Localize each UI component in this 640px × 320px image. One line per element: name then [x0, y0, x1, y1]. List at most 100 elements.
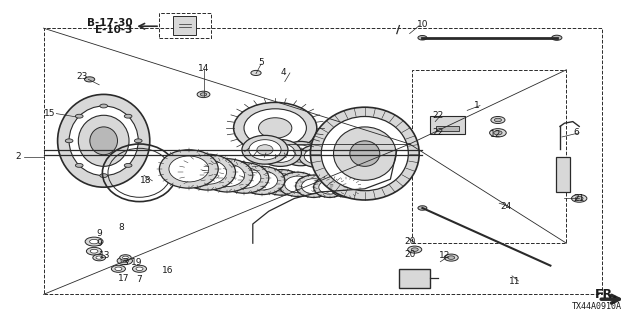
- Text: 22: 22: [433, 128, 444, 137]
- Ellipse shape: [242, 135, 288, 164]
- Ellipse shape: [240, 166, 285, 195]
- Text: TX44A0910A: TX44A0910A: [572, 302, 622, 311]
- Circle shape: [90, 239, 99, 244]
- Ellipse shape: [294, 149, 307, 158]
- Circle shape: [444, 254, 458, 261]
- Ellipse shape: [78, 115, 129, 166]
- Circle shape: [412, 248, 419, 252]
- Ellipse shape: [350, 141, 380, 166]
- Circle shape: [494, 131, 502, 135]
- Ellipse shape: [58, 94, 150, 187]
- Circle shape: [552, 35, 562, 40]
- Circle shape: [123, 256, 128, 259]
- Text: 21: 21: [573, 194, 585, 203]
- Ellipse shape: [268, 174, 296, 191]
- Ellipse shape: [261, 170, 302, 195]
- Ellipse shape: [202, 159, 253, 192]
- Bar: [430, 116, 465, 134]
- Circle shape: [100, 104, 108, 108]
- Circle shape: [85, 237, 103, 246]
- Ellipse shape: [310, 107, 419, 200]
- Ellipse shape: [326, 154, 337, 161]
- Text: 15: 15: [44, 109, 56, 118]
- Ellipse shape: [282, 141, 320, 166]
- Ellipse shape: [321, 116, 408, 191]
- Circle shape: [117, 257, 132, 265]
- Text: 10: 10: [417, 20, 428, 28]
- Circle shape: [76, 114, 83, 118]
- Circle shape: [418, 206, 427, 210]
- Text: 2: 2: [15, 152, 20, 161]
- Ellipse shape: [321, 150, 343, 164]
- Bar: [173, 16, 196, 35]
- Ellipse shape: [234, 102, 317, 154]
- Text: 16: 16: [162, 266, 173, 275]
- Circle shape: [495, 118, 502, 122]
- Circle shape: [120, 255, 131, 260]
- Ellipse shape: [90, 127, 118, 155]
- Circle shape: [132, 265, 147, 272]
- Text: 23: 23: [76, 72, 88, 81]
- Circle shape: [134, 139, 142, 143]
- Text: 14: 14: [198, 64, 209, 73]
- Text: 17: 17: [118, 274, 129, 283]
- Ellipse shape: [210, 164, 244, 187]
- Circle shape: [136, 267, 143, 271]
- Ellipse shape: [249, 140, 281, 160]
- Circle shape: [124, 114, 132, 118]
- Circle shape: [575, 196, 583, 200]
- Circle shape: [572, 195, 587, 202]
- Ellipse shape: [319, 180, 340, 194]
- Circle shape: [491, 116, 505, 124]
- Circle shape: [90, 249, 98, 253]
- Circle shape: [100, 174, 108, 178]
- Ellipse shape: [331, 178, 360, 197]
- Text: 11: 11: [509, 277, 521, 286]
- Circle shape: [408, 246, 422, 253]
- Ellipse shape: [304, 148, 330, 164]
- Text: 24: 24: [500, 202, 511, 211]
- Text: 19: 19: [131, 258, 142, 267]
- Ellipse shape: [301, 179, 326, 194]
- Circle shape: [124, 164, 132, 167]
- Circle shape: [200, 93, 207, 96]
- Ellipse shape: [273, 148, 288, 158]
- Circle shape: [86, 247, 102, 255]
- Ellipse shape: [159, 150, 218, 188]
- Text: B-17-30: B-17-30: [87, 18, 132, 28]
- Circle shape: [251, 70, 261, 76]
- Ellipse shape: [314, 177, 346, 197]
- Text: 8: 8: [119, 223, 124, 232]
- Bar: [556, 157, 570, 192]
- Ellipse shape: [316, 147, 348, 168]
- Text: 20: 20: [404, 237, 415, 246]
- Ellipse shape: [228, 168, 261, 188]
- Ellipse shape: [169, 156, 209, 182]
- Ellipse shape: [214, 164, 247, 175]
- Ellipse shape: [335, 181, 356, 194]
- Circle shape: [115, 267, 122, 271]
- Circle shape: [93, 254, 106, 261]
- Ellipse shape: [189, 160, 227, 184]
- Bar: [436, 126, 459, 131]
- Text: 12: 12: [439, 252, 451, 260]
- Bar: [44, 28, 602, 294]
- Ellipse shape: [257, 145, 273, 155]
- Text: 12: 12: [490, 130, 502, 139]
- Text: 13: 13: [99, 252, 110, 260]
- Ellipse shape: [259, 118, 292, 138]
- Text: 6: 6: [573, 128, 579, 137]
- Text: 9: 9: [97, 239, 102, 248]
- Circle shape: [490, 129, 506, 137]
- Ellipse shape: [259, 140, 301, 166]
- Bar: [399, 269, 430, 288]
- Circle shape: [65, 139, 73, 143]
- Circle shape: [418, 36, 427, 40]
- Circle shape: [96, 256, 102, 259]
- Text: FR.: FR.: [595, 288, 618, 301]
- Text: 4: 4: [281, 68, 286, 77]
- Ellipse shape: [220, 163, 269, 193]
- Ellipse shape: [299, 145, 335, 167]
- Text: 18: 18: [140, 176, 152, 185]
- Ellipse shape: [333, 127, 396, 180]
